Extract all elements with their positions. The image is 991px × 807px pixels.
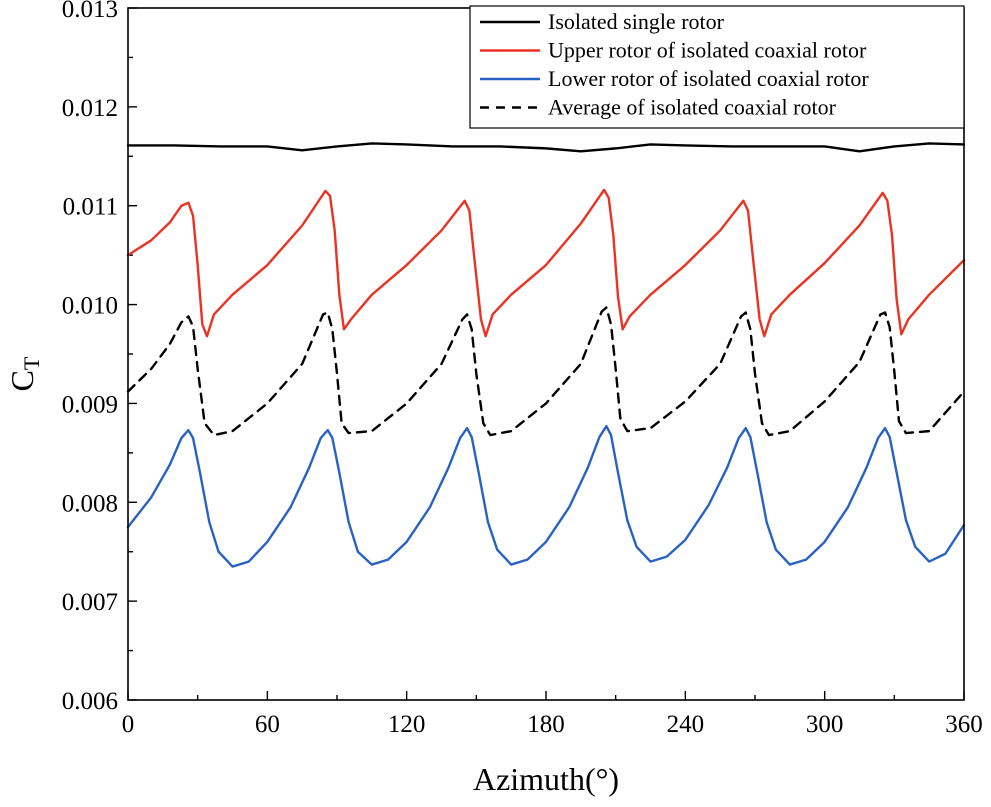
legend-box [469,5,965,129]
x-tick-label: 300 [806,711,844,738]
legend-label-2: Upper rotor of isolated coaxial rotor [548,38,867,63]
series-line-3 [126,424,966,568]
series-group [126,142,966,568]
x-tick-label: 120 [388,711,426,738]
y-tick-label: 0.012 [62,95,118,122]
x-tick-label: 0 [122,711,135,738]
x-tick-label: 240 [667,711,705,738]
series-line-1 [126,142,966,153]
y-tick-label: 0.013 [62,0,118,23]
y-tick-label: 0.008 [62,490,118,517]
y-tick-label: 0.010 [62,293,118,320]
x-axis-title: Azimuth(°) [473,761,619,797]
y-tick-label: 0.009 [62,391,118,418]
series-line-2 [126,188,966,338]
x-tick-label: 360 [945,711,983,738]
x-tick-label: 180 [527,711,565,738]
y-tick-label: 0.011 [63,194,118,221]
legend: Isolated single rotor Upper rotor of isol… [469,5,965,129]
y-axis-title-subscript: T [19,356,44,370]
series-line-4 [126,306,966,437]
y-tick-label: 0.006 [62,688,118,715]
legend-label-3: Lower rotor of isolated coaxial rotor [548,66,869,91]
y-tick-label: 0.007 [62,589,118,616]
x-tick-label: 60 [255,711,280,738]
y-axis-title: CT [4,356,44,391]
axes-group: 0 60 120 180 240 300 360 0.006 0.007 0.008 0.009 0.… [62,0,983,738]
legend-label-4: Average of isolated coaxial rotor [548,95,837,120]
y-axis-title-main: C [4,370,40,391]
legend-label-1: Isolated single rotor [548,9,725,34]
